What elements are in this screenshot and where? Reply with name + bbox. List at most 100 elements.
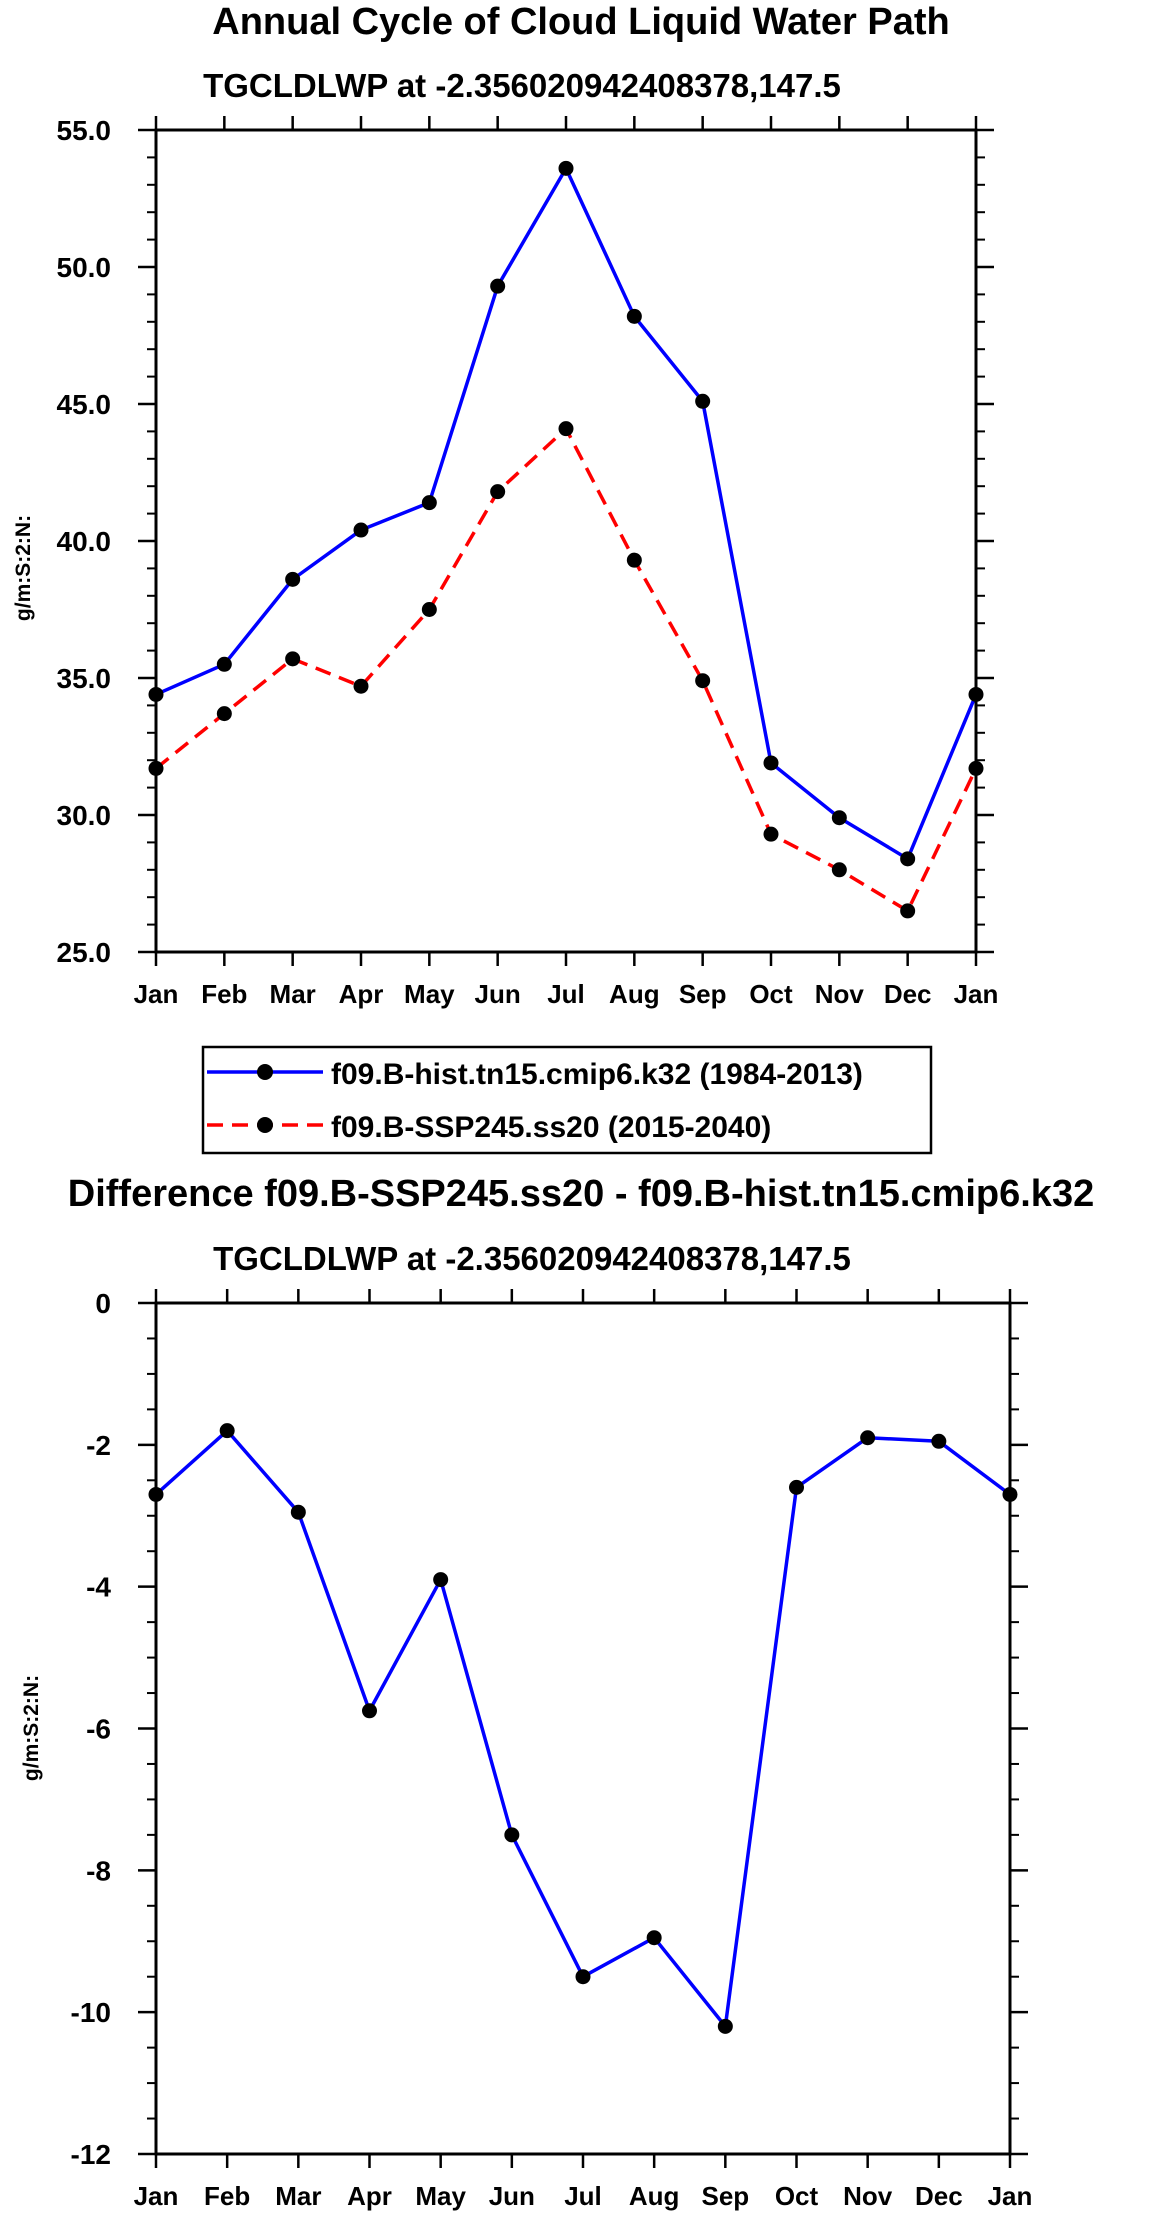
chart1-xtick-label: Jul: [547, 979, 585, 1009]
chart1-data-point: [626, 552, 642, 568]
chart2-xtick-label: Dec: [915, 2181, 963, 2211]
chart1-data-point: [695, 393, 711, 409]
chart2-xtick-label: Jan: [988, 2181, 1033, 2211]
chart1-data-point: [968, 760, 984, 776]
chart2-data-point: [504, 1827, 520, 1843]
chart1-data-point: [285, 651, 301, 667]
chart1-data-point: [831, 810, 847, 826]
chart2-ticks: [138, 1289, 1028, 2168]
chart1-series-line-0: [155, 166, 978, 861]
chart1-tick-labels: Jan Feb Mar Apr May Jun Jul Aug Sep Oct Nov Dec Jan 2…: [57, 115, 999, 1009]
chart1-data-point: [421, 602, 437, 617]
chart1-ytick-label: 30.0: [57, 800, 112, 831]
chart1-data-point: [900, 851, 916, 867]
chart1-data-point: [285, 571, 301, 587]
legend-marker-ssp: [257, 1117, 273, 1133]
chart2-xtick-label: Jun: [489, 2181, 535, 2211]
chart1-xtick-label: Feb: [201, 979, 247, 1009]
chart1-xtick-label: Jan: [954, 979, 999, 1009]
chart2-title: Difference f09.B-SSP245.ss20 - f09.B-his…: [68, 1173, 1094, 1215]
chart1-data-point: [626, 308, 642, 324]
chart2-xtick-label: Mar: [275, 2181, 321, 2211]
chart1-xtick-label: Apr: [339, 979, 384, 1009]
chart1-ytick-label: 50.0: [57, 252, 112, 283]
chart1-data-point: [695, 673, 711, 689]
chart2-series-line-0: [154, 1428, 1012, 2029]
chart2-plot-frame: [154, 1301, 1012, 2156]
chart2-data-point: [646, 1930, 662, 1946]
chart2-ytick-label: -10: [71, 1997, 111, 2028]
legend: f09.B-hist.tn15.cmip6.k32 (1984-2013) f0…: [201, 1045, 933, 1155]
chart1-ticks: [138, 116, 994, 966]
chart1-data-point: [763, 826, 779, 842]
chart1-data-point: [558, 160, 574, 176]
chart1-series: [148, 160, 984, 919]
chart1-xtick-label: Oct: [749, 979, 793, 1009]
chart1-xtick-label: Sep: [679, 979, 727, 1009]
chart1-data-point: [148, 760, 164, 776]
chart2-data-point: [433, 1572, 449, 1588]
chart2-data-point: [290, 1504, 306, 1520]
chart1-data-point: [490, 484, 506, 500]
chart1-xtick-label: Dec: [884, 979, 932, 1009]
legend-label-hist: f09.B-hist.tn15.cmip6.k32 (1984-2013): [331, 1058, 863, 1091]
chart1-xtick-label: May: [404, 979, 455, 1009]
chart1-data-point: [353, 522, 369, 538]
chart2-data-point: [1002, 1486, 1018, 1502]
chart2-ytick-label: -6: [86, 1714, 111, 1745]
chart1-ytick-label: 40.0: [57, 526, 112, 557]
chart2-xtick-label: Nov: [843, 2181, 893, 2211]
chart1-title: Annual Cycle of Cloud Liquid Water Path: [212, 1, 950, 43]
chart2-xtick-label: Jul: [564, 2181, 602, 2211]
chart1-data-point: [216, 706, 232, 722]
chart1-data-point: [558, 421, 574, 437]
chart2-data-point: [219, 1423, 235, 1439]
chart2-data-point: [789, 1479, 804, 1495]
chart2-xtick-label: Jan: [134, 2181, 179, 2211]
chart2-xtick-label: Feb: [204, 2181, 250, 2211]
chart2-series: [148, 1423, 1018, 2034]
chart1-data-point: [763, 755, 779, 771]
chart2-data-point: [717, 2018, 733, 2034]
chart1-subtitle: TGCLDLWP at -2.356020942408378,147.5: [203, 67, 841, 104]
chart1-xtick-label: Jun: [475, 979, 521, 1009]
chart2-data-point: [931, 1433, 947, 1449]
chart1-data-point: [353, 678, 369, 694]
chart2-subtitle: TGCLDLWP at -2.356020942408378,147.5: [213, 1240, 851, 1277]
legend-marker-hist: [257, 1064, 273, 1080]
chart2-ylabel: g/m:S:2:N:: [20, 1675, 43, 1781]
chart2-tick-labels: Jan Feb Mar Apr May Jun Jul Aug Sep Oct Nov Dec Jan-…: [71, 1288, 1033, 2211]
chart1-data-point: [968, 686, 984, 702]
chart1-ytick-label: 35.0: [57, 663, 112, 694]
chart2-xtick-label: Sep: [701, 2181, 749, 2211]
chart1-ytick-label: 45.0: [57, 389, 112, 420]
chart2-data-point: [860, 1430, 876, 1446]
chart2-ytick-label: -8: [86, 1855, 111, 1886]
chart2-xtick-label: May: [415, 2181, 466, 2211]
chart1-data-point: [900, 903, 916, 919]
chart1-xtick-label: Aug: [609, 979, 660, 1009]
chart1-data-point: [148, 686, 164, 702]
chart1-series-line-1: [154, 426, 978, 913]
chart2-data-point: [575, 1969, 591, 1985]
chart1-plot-frame: [154, 128, 978, 954]
chart1-xtick-label: Nov: [815, 979, 865, 1009]
chart2-ytick-label: -12: [71, 2139, 111, 2170]
chart2-ytick-label: 0: [95, 1288, 111, 1319]
chart2-ytick-label: -4: [86, 1572, 111, 1603]
chart1-ylabel: g/m:S:2:N:: [12, 515, 35, 621]
chart1-xtick-label: Jan: [134, 979, 179, 1009]
chart1-ytick-label: 25.0: [57, 937, 112, 968]
chart2-xtick-label: Oct: [775, 2181, 819, 2211]
legend-label-ssp: f09.B-SSP245.ss20 (2015-2040): [331, 1111, 771, 1144]
chart1-xtick-label: Mar: [270, 979, 316, 1009]
chart1-data-point: [831, 862, 847, 878]
chart2-data-point: [362, 1703, 377, 1719]
chart1-ytick-label: 55.0: [57, 115, 112, 146]
chart1-data-point: [490, 278, 506, 294]
chart2-ytick-label: -2: [86, 1430, 111, 1461]
chart1-data-point: [421, 495, 437, 511]
chart1-data-point: [216, 656, 232, 672]
chart2-xtick-label: Aug: [629, 2181, 680, 2211]
